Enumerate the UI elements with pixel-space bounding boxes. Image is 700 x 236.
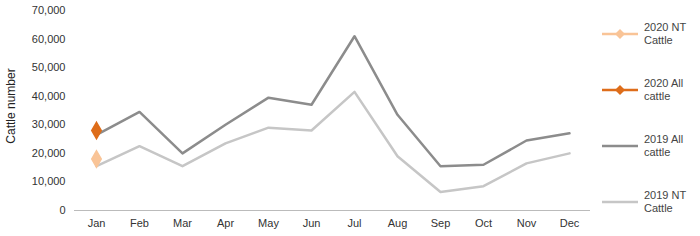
html-text:2020 All cattle: 2020 All cattle — [644, 77, 684, 102]
svg-text:50,000: 50,000 — [32, 61, 66, 73]
svg-text:Jun: Jun — [303, 217, 321, 229]
svg-text:Dec: Dec — [560, 217, 580, 229]
svg-text:Apr: Apr — [217, 217, 234, 229]
svg-text:Jul: Jul — [347, 217, 361, 229]
svg-text:Aug: Aug — [388, 217, 408, 229]
html-text:2019 All cattle: 2019 All cattle — [644, 133, 684, 158]
svg-text:60,000: 60,000 — [32, 33, 66, 45]
svg-text:70,000: 70,000 — [32, 4, 66, 16]
svg-text:Feb: Feb — [130, 217, 149, 229]
svg-text:Jan: Jan — [88, 217, 106, 229]
svg-text:Mar: Mar — [173, 217, 192, 229]
svg-text:0: 0 — [59, 204, 65, 216]
svg-text:40,000: 40,000 — [32, 90, 66, 102]
svg-text:Sep: Sep — [431, 217, 451, 229]
html-text:2019 NT Cattle: 2019 NT Cattle — [644, 189, 686, 214]
svg-text:10,000: 10,000 — [32, 175, 66, 187]
svg-text:Nov: Nov — [517, 217, 537, 229]
svg-text:May: May — [258, 217, 279, 229]
html-text:2020 NT Cattle: 2020 NT Cattle — [644, 21, 686, 46]
html-text:Cattle number: Cattle number — [4, 68, 18, 144]
svg-text:Oct: Oct — [475, 217, 492, 229]
svg-text:30,000: 30,000 — [32, 118, 66, 130]
svg-text:20,000: 20,000 — [32, 147, 66, 159]
